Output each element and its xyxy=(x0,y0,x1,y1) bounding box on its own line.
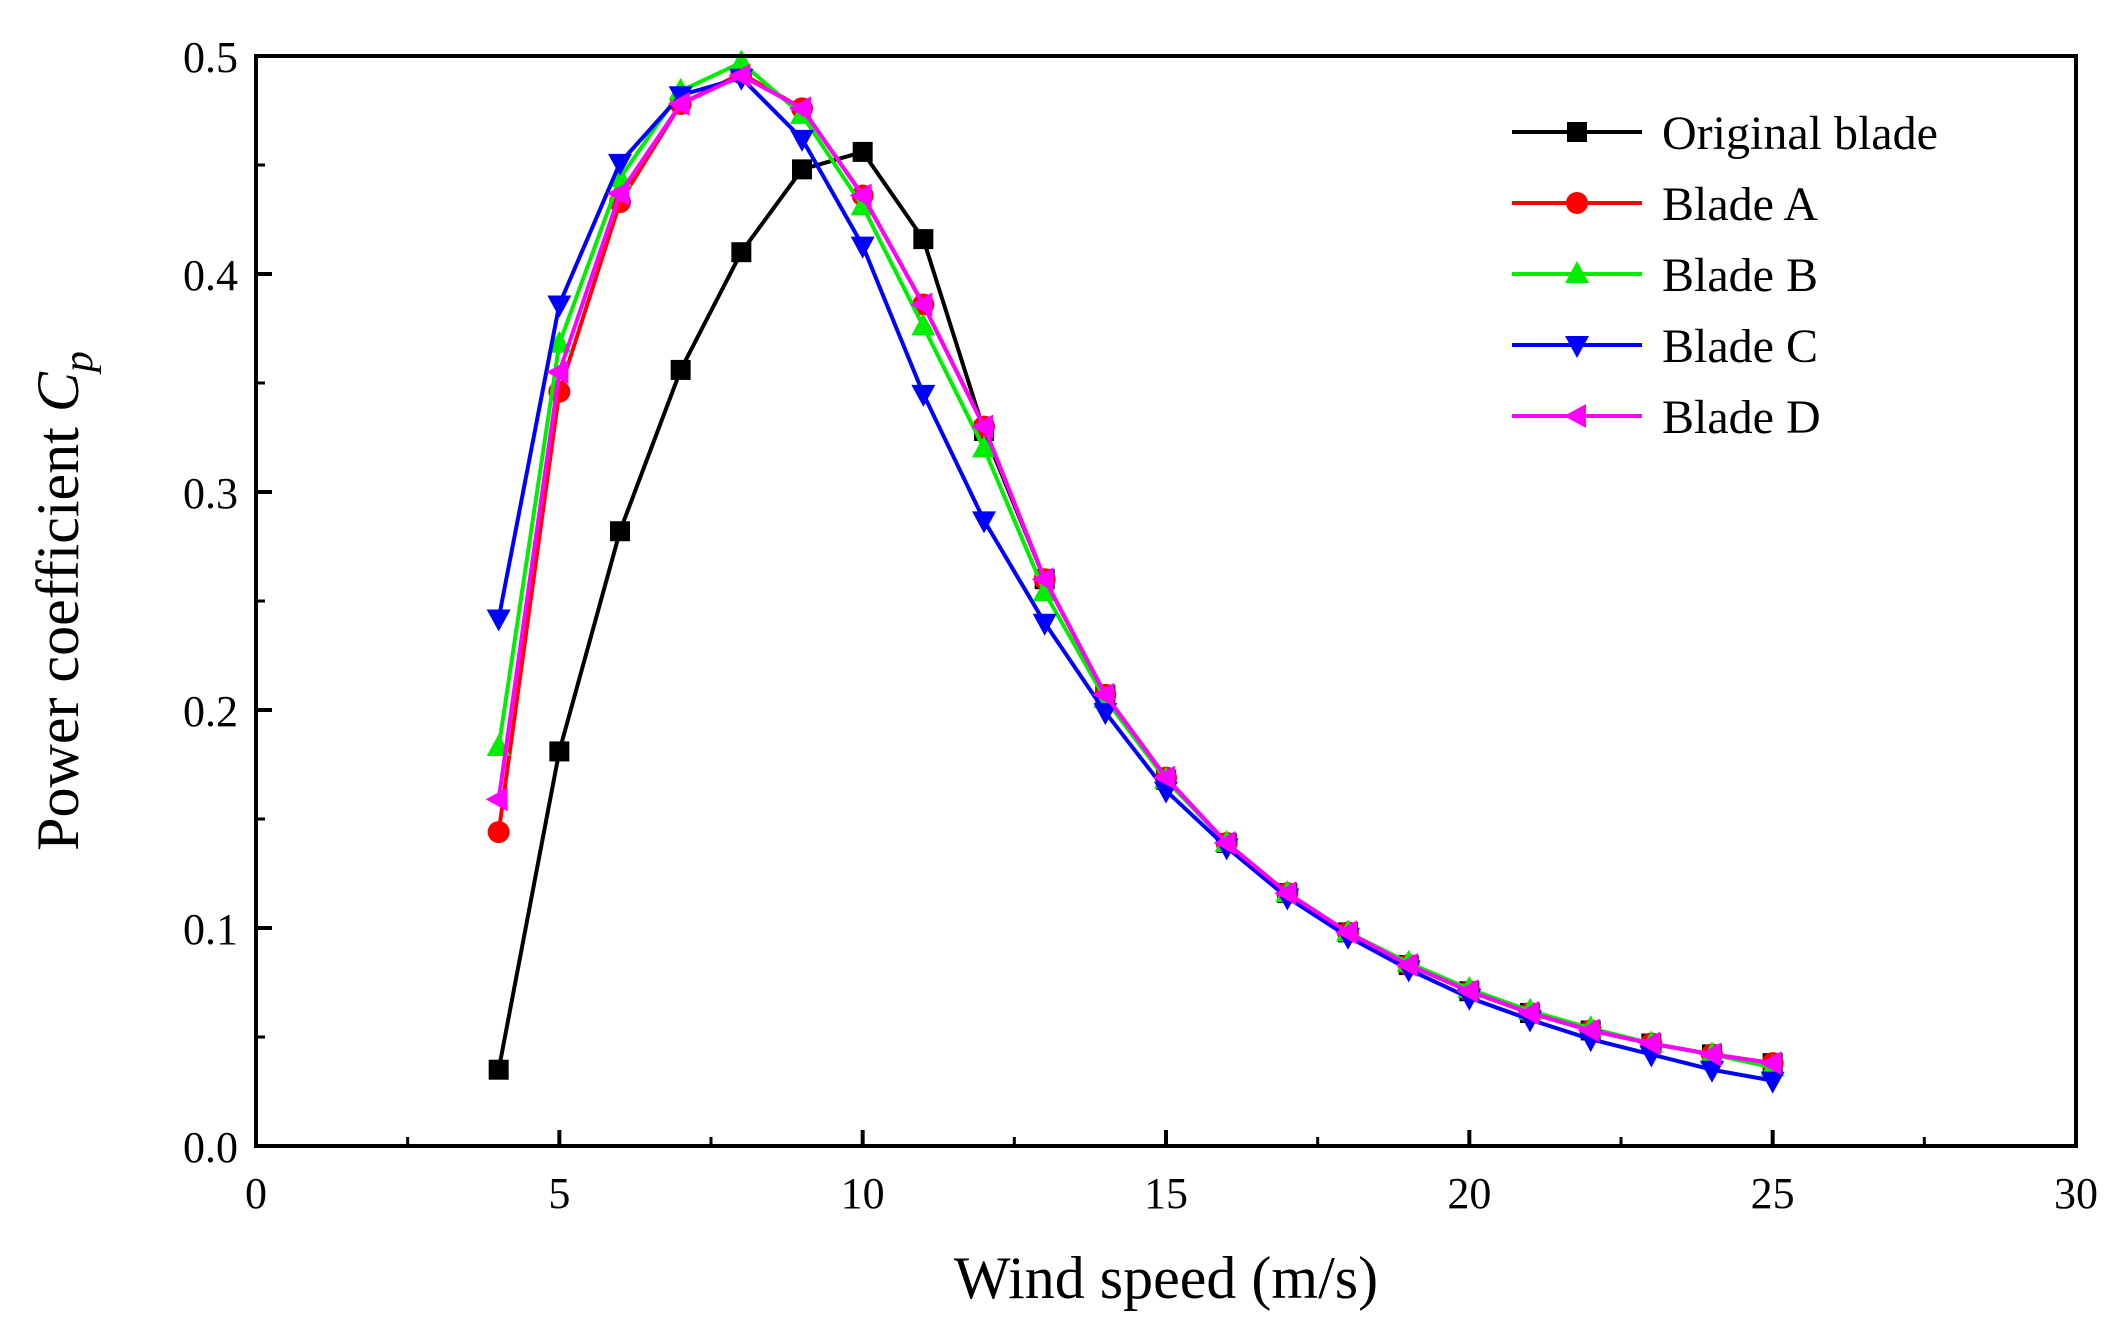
data-point-blade-d xyxy=(1092,682,1115,707)
legend-item-blade-b: Blade B xyxy=(1512,249,1818,302)
data-point-blade-b xyxy=(911,313,936,336)
series-line-blade-b xyxy=(496,60,1774,1070)
series-line-blade-d xyxy=(496,73,1773,1066)
data-point-blade-d xyxy=(789,96,811,121)
y-tick-label: 0.4 xyxy=(183,251,238,300)
data-point-blade-d xyxy=(1031,567,1054,592)
legend-label: Blade C xyxy=(1662,320,1818,373)
data-point-blade-d xyxy=(485,787,508,812)
data-point-blade-b xyxy=(1032,579,1057,602)
y-axis-title-text: Power coefficient xyxy=(25,412,91,851)
x-tick-label: 5 xyxy=(548,1169,570,1218)
data-point-blade-d xyxy=(1699,1042,1721,1067)
legend-marker xyxy=(1567,122,1587,142)
data-point-original-blade xyxy=(731,242,752,263)
x-tick-label: 20 xyxy=(1447,1169,1491,1218)
y-tick-label: 0.5 xyxy=(183,33,238,82)
y-tick-label: 0.2 xyxy=(183,687,238,736)
x-tick-label: 0 xyxy=(245,1169,267,1218)
data-point-blade-d xyxy=(1213,830,1236,855)
data-point-blade-d xyxy=(728,63,751,88)
data-point-blade-d xyxy=(971,414,993,439)
x-axis-title: Wind speed (m/s) xyxy=(954,1245,1378,1311)
data-point-blade-d xyxy=(910,292,933,317)
data-point-blade-d xyxy=(1638,1031,1661,1056)
data-point-blade-c xyxy=(547,295,572,318)
data-point-original-blade xyxy=(792,159,812,180)
data-point-blade-c xyxy=(972,511,996,534)
data-point-original-blade xyxy=(549,741,570,762)
data-point-original-blade xyxy=(610,521,630,542)
data-point-blade-c xyxy=(1093,703,1118,726)
legend-item-blade-d: Blade D xyxy=(1512,391,1821,444)
data-point-blade-c xyxy=(486,609,511,632)
data-point-blade-d xyxy=(849,183,872,208)
y-tick-label: 0.1 xyxy=(183,905,238,954)
series-blade-a xyxy=(487,62,1784,1075)
x-tick-label: 25 xyxy=(1751,1169,1795,1218)
data-point-blade-c xyxy=(1700,1060,1724,1083)
x-tick-label: 30 xyxy=(2054,1169,2098,1218)
data-point-blade-c xyxy=(911,384,936,407)
data-point-blade-d xyxy=(1517,1001,1539,1026)
x-tick-label: 15 xyxy=(1144,1169,1188,1218)
series-line-original-blade xyxy=(496,149,1773,1071)
data-point-blade-b xyxy=(547,330,572,353)
legend-marker xyxy=(1566,192,1588,214)
data-point-blade-c xyxy=(1032,613,1057,636)
data-point-original-blade xyxy=(488,1059,509,1080)
x-tick-label: 10 xyxy=(841,1169,885,1218)
data-point-blade-d xyxy=(1153,765,1175,790)
data-point-blade-d xyxy=(1335,920,1357,945)
data-point-blade-a xyxy=(487,821,510,844)
series-line-blade-a xyxy=(496,71,1773,1066)
y-tick-label: 0.0 xyxy=(183,1123,238,1172)
plot-frame xyxy=(254,54,2078,1148)
series-layer xyxy=(485,49,1785,1094)
data-point-blade-c xyxy=(850,236,875,259)
data-point-blade-d xyxy=(1395,953,1418,978)
legend-item-blade-a: Blade A xyxy=(1512,178,1818,231)
legend: Original blade Blade A Blade B Blade C Blade… xyxy=(1512,107,1938,444)
data-point-blade-d xyxy=(1577,1018,1600,1043)
y-axis-title-symbol: C xyxy=(25,371,91,412)
y-axis-title-subscript: p xyxy=(56,351,102,375)
data-point-blade-c xyxy=(790,129,814,152)
data-point-original-blade xyxy=(670,359,691,380)
ticks-layer: 0 5 10 15 20 25 30 0.0 0.1 0.2 0.3 0.4 0.5 xyxy=(183,33,2098,1218)
data-point-blade-c xyxy=(1760,1071,1785,1094)
data-point-blade-b xyxy=(972,435,996,458)
y-axis-title: Power coefficient Cp xyxy=(25,351,102,851)
legend-item-original-blade: Original blade xyxy=(1512,107,1938,160)
data-point-blade-d xyxy=(546,360,569,385)
data-point-blade-d xyxy=(667,91,690,116)
legend-label: Blade B xyxy=(1662,249,1818,302)
legend-item-blade-c: Blade C xyxy=(1512,320,1818,373)
data-point-blade-d xyxy=(1274,881,1297,906)
legend-label: Blade D xyxy=(1662,391,1821,444)
data-point-blade-d xyxy=(607,181,629,206)
series-blade-c xyxy=(486,68,1785,1094)
data-point-original-blade xyxy=(913,229,934,250)
legend-marker xyxy=(1565,261,1589,283)
series-blade-d xyxy=(485,63,1782,1076)
data-point-blade-c xyxy=(608,153,632,176)
y-tick-label: 0.3 xyxy=(183,469,238,518)
legend-label: Blade A xyxy=(1662,178,1818,231)
legend-marker xyxy=(1565,336,1589,358)
legend-marker xyxy=(1564,404,1586,428)
series-line-blade-c xyxy=(496,75,1774,1083)
legend-label: Original blade xyxy=(1662,107,1938,160)
data-point-blade-d xyxy=(1456,979,1479,1004)
data-point-blade-d xyxy=(1759,1051,1782,1076)
data-point-original-blade xyxy=(852,141,873,162)
